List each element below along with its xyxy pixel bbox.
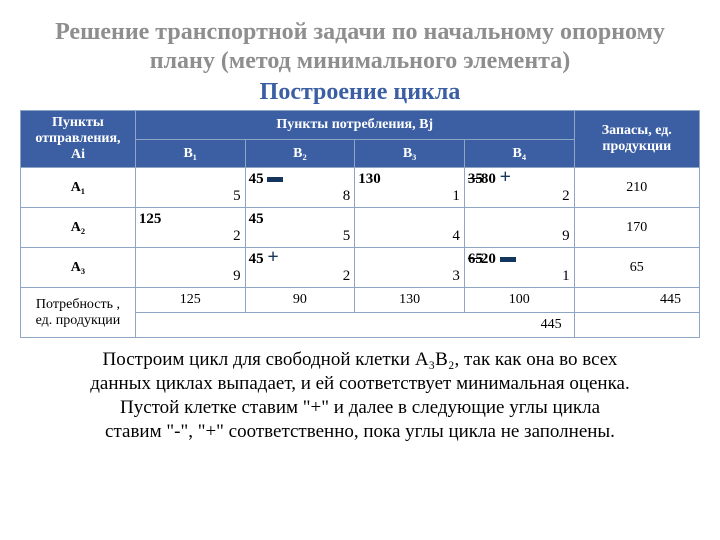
cell-a2b4: 9 xyxy=(464,208,574,248)
plus-icon: + xyxy=(500,172,511,182)
stock-a1: 210 xyxy=(574,168,699,208)
slide-title-line2: плану (метод минимального элемента) xyxy=(40,47,680,76)
cell-a3b4: 6520 1 xyxy=(464,248,574,288)
slide-title-line1: Решение транспортной задачи по начальном… xyxy=(40,18,680,47)
demand-b3: 130 xyxy=(355,288,465,313)
hdr-b3: B₃ xyxy=(355,139,465,168)
allocation: 45 + xyxy=(249,251,279,268)
cost: 2 xyxy=(233,228,241,245)
explanation-paragraph: Построим цикл для свободной клетки A₃B₂,… xyxy=(0,338,720,443)
cost: 1 xyxy=(562,268,570,285)
table-row: A₂ 125 2 45 5 4 9 170 xyxy=(21,208,700,248)
para-line: ставим "-", "+" соответственно, пока угл… xyxy=(40,420,680,444)
allocation: 130 xyxy=(358,171,381,188)
cost: 9 xyxy=(233,268,241,285)
hdr-b4: B₄ xyxy=(464,139,574,168)
cost: 2 xyxy=(343,268,351,285)
cell-a2b3: 4 xyxy=(355,208,465,248)
table-row: Пункты отправления, Ai Пункты потреблени… xyxy=(21,111,700,140)
cost: 2 xyxy=(562,188,570,205)
allocation: 3580 + xyxy=(468,171,511,188)
hdr-b2: B₂ xyxy=(245,139,355,168)
hdr-b1: B₁ xyxy=(135,139,245,168)
cost: 5 xyxy=(233,188,241,205)
cell-a2b2: 45 5 xyxy=(245,208,355,248)
cost: 3 xyxy=(452,268,460,285)
row-a2: A₂ xyxy=(21,208,136,248)
para-line: данных циклах выпадает, и ей соответству… xyxy=(40,372,680,396)
cost: 5 xyxy=(343,228,351,245)
empty xyxy=(574,313,699,338)
minus-icon xyxy=(267,177,283,182)
cell-a1b2: 45 8 xyxy=(245,168,355,208)
stock-a3: 65 xyxy=(574,248,699,288)
row-demand-label: Потребность , ед. продукции xyxy=(21,288,136,338)
allocation: 45 xyxy=(249,211,264,228)
plus-icon: + xyxy=(267,252,278,262)
total-right: 445 xyxy=(574,288,699,313)
cell-a3b2: 45 + 2 xyxy=(245,248,355,288)
transport-table: Пункты отправления, Ai Пункты потреблени… xyxy=(20,110,700,338)
para-line: Пустой клетке ставим "+" и далее в следу… xyxy=(40,396,680,420)
cell-a1b3: 130 1 xyxy=(355,168,465,208)
allocation: 6520 xyxy=(468,251,516,268)
cell-a1b4: 3580 + 2 xyxy=(464,168,574,208)
allocation: 125 xyxy=(139,211,162,228)
cell-a1b1: 5 xyxy=(135,168,245,208)
hdr-supply-points: Пункты отправления, Ai xyxy=(21,111,136,168)
hdr-stocks: Запасы, ед. продукции xyxy=(574,111,699,168)
cost: 4 xyxy=(452,228,460,245)
cost: 9 xyxy=(562,228,570,245)
row-a1: A₁ xyxy=(21,168,136,208)
para-line: Построим цикл для свободной клетки A₃B₂,… xyxy=(40,348,680,372)
demand-b2: 90 xyxy=(245,288,355,313)
cost: 8 xyxy=(343,188,351,205)
row-a3: A₃ xyxy=(21,248,136,288)
table-row: A₃ 9 45 + 2 3 6520 1 65 xyxy=(21,248,700,288)
cell-a3b3: 3 xyxy=(355,248,465,288)
cell-a3b1: 9 xyxy=(135,248,245,288)
table-row: A₁ 5 45 8 130 1 3580 + 2 210 xyxy=(21,168,700,208)
demand-b1: 125 xyxy=(135,288,245,313)
demand-total: 445 xyxy=(135,313,574,338)
table-row: Потребность , ед. продукции 125 90 130 1… xyxy=(21,288,700,313)
minus-icon xyxy=(500,257,516,262)
slide-subtitle: Построение цикла xyxy=(40,78,680,107)
hdr-consume-points: Пункты потребления, Bj xyxy=(135,111,574,140)
stock-a2: 170 xyxy=(574,208,699,248)
allocation: 45 xyxy=(249,171,284,188)
demand-b4: 100 xyxy=(464,288,574,313)
cell-a2b1: 125 2 xyxy=(135,208,245,248)
cost: 1 xyxy=(452,188,460,205)
